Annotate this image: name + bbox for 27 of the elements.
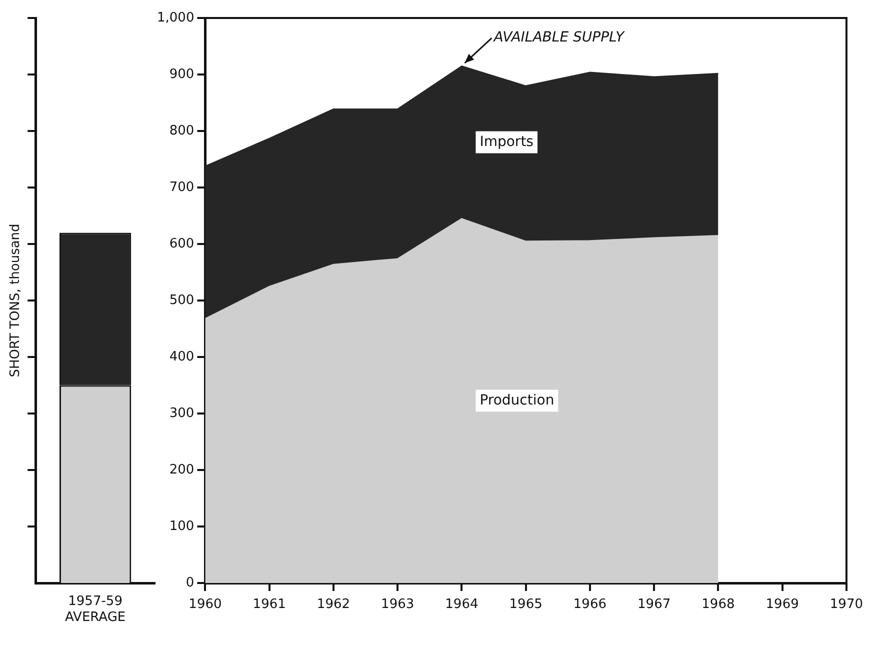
- x-tick-label: 1970: [830, 597, 864, 612]
- x-tick-label: 1963: [381, 597, 414, 612]
- x-tick-label: 1961: [252, 597, 286, 612]
- y-tick-label: 0: [186, 575, 194, 590]
- x-tick-label: 1968: [702, 597, 735, 612]
- y-tick-label: 500: [169, 292, 194, 308]
- x-tick-label: 1957-59 AVERAGE: [64, 594, 126, 625]
- x-tick-label: 1962: [316, 597, 350, 612]
- y-tick-label: 400: [169, 349, 194, 364]
- x-tick-label: 1965: [509, 597, 542, 612]
- y-tick-label: 900: [169, 66, 194, 82]
- y-axis-title: SHORT TONS, thousand: [8, 224, 24, 378]
- x-tick-label: 1960: [188, 597, 222, 612]
- y-tick-label: 300: [169, 406, 194, 421]
- y-tick-label: 200: [169, 462, 194, 478]
- x-tick-label: 1964: [445, 597, 478, 612]
- y-tick-label: 800: [169, 123, 194, 138]
- x-tick-label: 1966: [573, 597, 607, 612]
- series-label: Production: [480, 392, 554, 408]
- y-tick-label: 600: [169, 236, 194, 252]
- y-tick-label: 100: [169, 518, 194, 534]
- x-tick-label: 1969: [766, 597, 799, 612]
- y-tick-label: 700: [169, 180, 194, 195]
- y-tick-label: 1,000: [157, 10, 194, 26]
- series-label: Imports: [480, 134, 534, 150]
- x-tick-label: 1967: [638, 597, 671, 612]
- annotation: AVAILABLE SUPPLY: [492, 30, 626, 46]
